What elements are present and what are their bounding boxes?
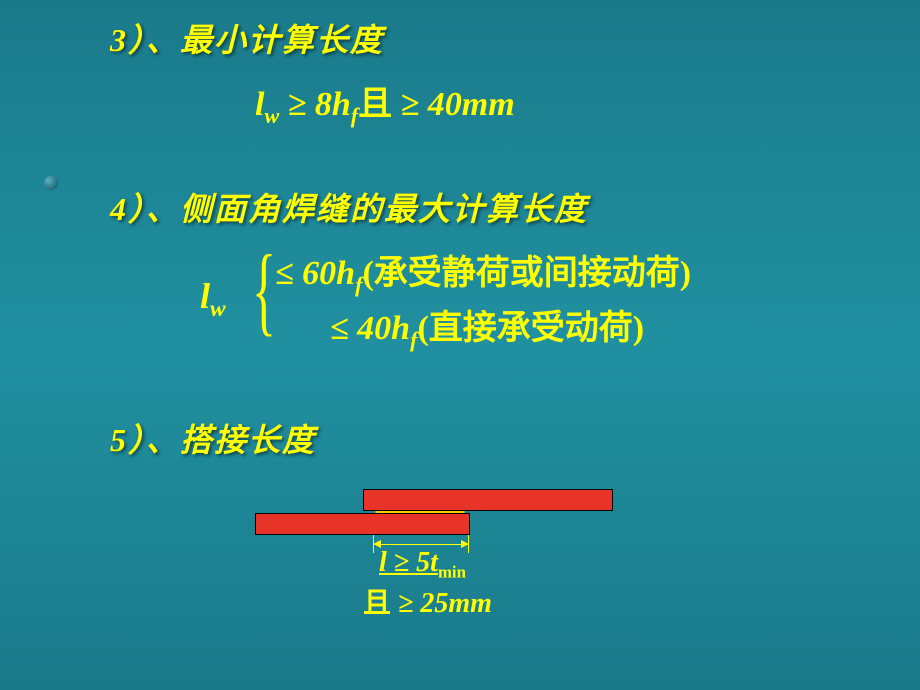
section-3-formula: lw ≥ 8hf且 ≥ 40mm	[255, 76, 920, 129]
cn-static: (承受静荷或间接动荷)	[362, 255, 691, 292]
sub-w: w	[264, 103, 279, 128]
formula-40mm: ≥ 40mm	[392, 86, 515, 123]
lap-joint-diagram: l ≥ 5tmin 且 ≥ 25mm	[255, 489, 625, 664]
section-5-heading: 5）、搭接长度	[110, 415, 920, 461]
var-lw: lw	[200, 275, 226, 323]
ge25mm: ≥ 25mm	[391, 588, 492, 619]
section-4-heading: 4）、侧面角焊缝的最大计算长度	[110, 184, 920, 230]
le40h: ≤ 40h	[330, 310, 410, 347]
bar-bottom	[255, 513, 470, 535]
cn-and2: 且	[363, 588, 391, 619]
formula-ge-25mm: 且 ≥ 25mm	[363, 581, 492, 621]
cn-dynamic: (直接承受动荷)	[417, 310, 644, 347]
cn-and: 且	[358, 86, 392, 123]
sub-min: min	[438, 562, 466, 581]
section-4-formula: lw { ≤ 60hf(承受静荷或间接动荷) ≤ 40hf(直接承受动荷)	[200, 245, 920, 355]
le60h: ≤ 60h	[275, 255, 355, 292]
bar-top	[363, 489, 613, 511]
formula-ge8h: ≥ 8h	[279, 86, 351, 123]
sub-w4: w	[210, 296, 226, 322]
formula-l-ge-5t: l ≥ 5tmin	[379, 547, 466, 583]
curly-brace-icon: {	[252, 240, 276, 340]
formula-line1: ≤ 60hf(承受静荷或间接动荷)	[275, 245, 691, 298]
dimension-line	[373, 544, 469, 545]
var-l4: l	[200, 276, 210, 316]
slide-bullet	[44, 176, 58, 190]
formula-line2: ≤ 40hf(直接承受动荷)	[330, 300, 644, 353]
slide-content: 3）、最小计算长度 lw ≥ 8hf且 ≥ 40mm 4）、侧面角焊缝的最大计算…	[0, 0, 920, 664]
section-3-heading: 3）、最小计算长度	[110, 15, 920, 61]
l5t: l ≥ 5t	[379, 547, 438, 578]
